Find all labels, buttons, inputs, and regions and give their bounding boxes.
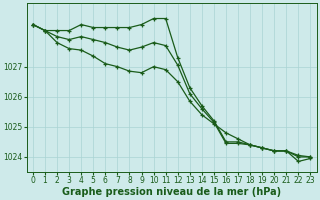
X-axis label: Graphe pression niveau de la mer (hPa): Graphe pression niveau de la mer (hPa) [62,187,281,197]
